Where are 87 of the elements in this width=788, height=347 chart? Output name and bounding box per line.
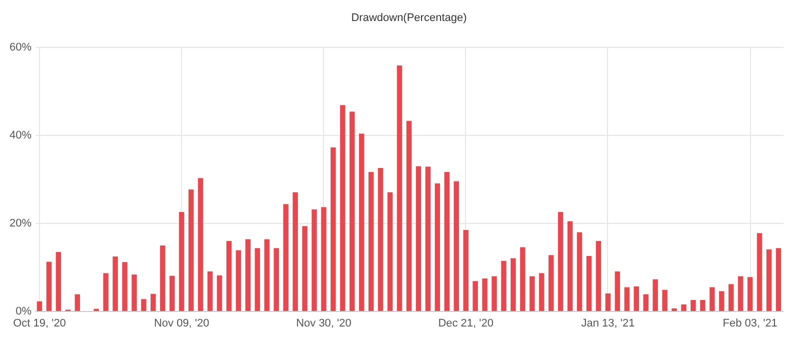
chart-title: Drawdown(Percentage) <box>351 12 467 24</box>
bar <box>444 172 450 311</box>
bar <box>482 278 488 311</box>
bar <box>501 260 506 311</box>
bar <box>530 276 535 311</box>
bar <box>567 221 573 311</box>
bar <box>236 250 242 311</box>
bar <box>681 304 686 311</box>
bar <box>56 252 62 311</box>
bar <box>359 134 364 311</box>
bar <box>198 178 204 311</box>
bar <box>652 279 658 311</box>
y-tick-label: 20% <box>9 218 32 230</box>
bar <box>46 262 52 311</box>
x-tick-label: Nov 30, '20 <box>296 318 352 330</box>
bar <box>454 181 459 311</box>
bar <box>766 249 772 311</box>
bar <box>340 105 346 311</box>
x-tick-label: Jan 13, '21 <box>581 318 635 330</box>
bar <box>330 147 336 311</box>
bar <box>103 273 108 311</box>
bar <box>738 276 744 311</box>
bar <box>700 300 706 311</box>
bar <box>226 241 232 311</box>
bar <box>672 308 677 311</box>
bar <box>548 255 554 311</box>
x-tick-label: Oct 19, '20 <box>13 318 66 330</box>
x-tick-label: Feb 03, '21 <box>722 318 778 330</box>
bar <box>472 281 478 311</box>
bar <box>264 239 270 311</box>
bar <box>710 287 715 311</box>
bar <box>690 300 696 311</box>
x-tick-label: Dec 21, '20 <box>438 318 494 330</box>
bar <box>122 262 128 311</box>
bar <box>425 166 431 311</box>
bar <box>558 212 564 311</box>
bar <box>643 294 648 311</box>
bar <box>634 286 639 311</box>
bar <box>756 233 762 311</box>
bar <box>605 293 611 311</box>
x-tick-label: Nov 09, '20 <box>154 318 210 330</box>
bar <box>614 271 620 311</box>
bar <box>747 277 753 311</box>
bar <box>132 274 137 311</box>
bar <box>141 299 146 311</box>
bar <box>396 65 402 311</box>
bar <box>378 168 384 311</box>
bar <box>728 284 734 311</box>
bar <box>254 248 260 311</box>
bar <box>160 245 166 311</box>
y-tick-label: 0% <box>16 306 32 318</box>
bar <box>510 258 516 311</box>
bar <box>179 212 184 311</box>
bar <box>416 166 422 311</box>
bar <box>586 256 592 311</box>
bar <box>74 294 80 311</box>
bar <box>776 248 782 311</box>
bar <box>274 248 279 311</box>
bar <box>596 241 602 311</box>
bar <box>150 294 156 311</box>
bar <box>321 207 326 311</box>
y-tick-label: 40% <box>9 130 32 142</box>
bar <box>719 291 724 311</box>
bar <box>112 256 118 311</box>
bar <box>434 183 440 311</box>
bar <box>283 204 288 311</box>
bar <box>188 190 194 311</box>
bar <box>207 271 213 311</box>
bar <box>216 275 222 311</box>
bar <box>387 192 393 311</box>
bar <box>662 290 668 311</box>
bar <box>350 112 355 311</box>
bar <box>292 192 298 311</box>
bar <box>492 276 497 311</box>
bar <box>463 230 468 311</box>
bar <box>312 209 317 311</box>
bar <box>520 247 526 311</box>
bar <box>302 226 308 311</box>
bar <box>576 232 582 311</box>
y-tick-label: 60% <box>9 42 32 54</box>
bar <box>406 120 412 311</box>
bar <box>170 276 175 311</box>
bar <box>539 273 544 311</box>
bar <box>36 301 42 311</box>
bar <box>245 239 251 311</box>
bar <box>624 287 630 311</box>
bar <box>368 172 374 311</box>
